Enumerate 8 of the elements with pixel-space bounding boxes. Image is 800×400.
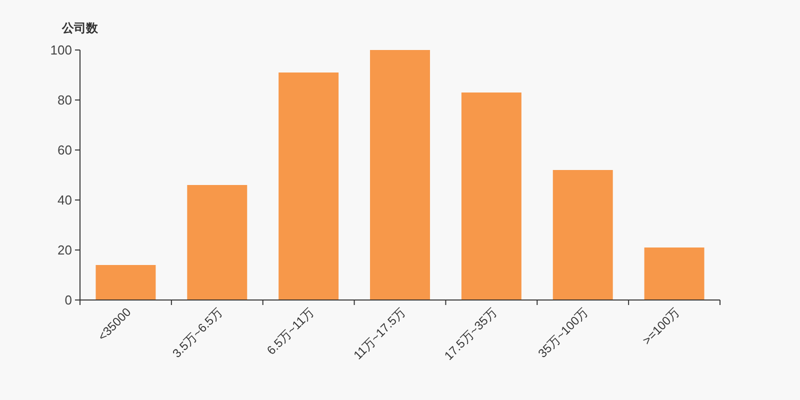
- y-tick-label: 60: [58, 142, 72, 158]
- y-tick-label: 0: [64, 292, 72, 308]
- y-tick-label: 100: [50, 42, 72, 58]
- y-axis-title: 公司数: [61, 21, 99, 35]
- y-tick-label: 80: [58, 92, 72, 108]
- y-tick-label: 40: [58, 192, 72, 208]
- x-tick-label: 6.5万~11万: [264, 305, 317, 358]
- y-tick-label: 20: [58, 242, 72, 258]
